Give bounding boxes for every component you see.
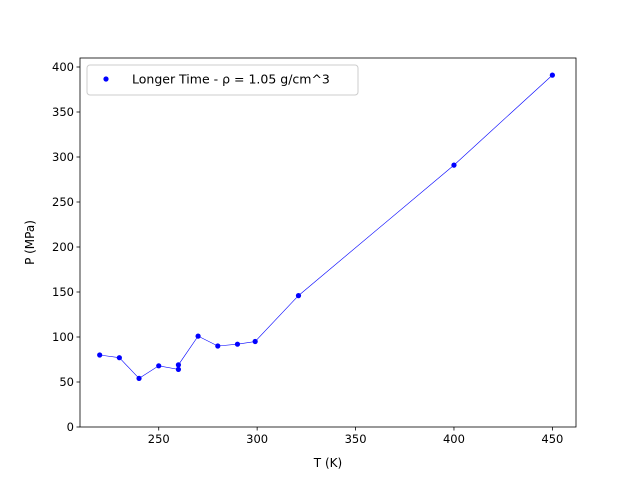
data-point	[175, 366, 182, 372]
x-tick-label: 400	[443, 432, 465, 446]
legend-label: Longer Time - ρ = 1.05 g/cm^3	[132, 72, 330, 87]
data-point	[156, 363, 162, 369]
legend: Longer Time - ρ = 1.05 g/cm^3	[86, 64, 359, 96]
x-tick-label: 350	[345, 432, 367, 446]
data-point	[252, 338, 258, 345]
x-axis-label: T (K)	[313, 456, 342, 470]
y-tick-label: 400	[52, 60, 74, 74]
legend-marker	[103, 76, 109, 82]
data-point	[295, 293, 302, 299]
x-tick-label: 300	[246, 432, 268, 446]
data-point	[97, 352, 103, 358]
data-point	[195, 333, 201, 339]
y-axis-ticks: 0 50 100 150 200 250 300 350 400	[52, 60, 80, 434]
y-tick-label: 50	[59, 375, 74, 389]
y-axis-label: P (MPa)	[23, 220, 37, 265]
axes-frame	[79, 57, 577, 428]
data-point	[175, 362, 182, 368]
y-tick-label: 0	[67, 420, 74, 434]
x-tick-label: 450	[541, 432, 563, 446]
y-tick-label: 350	[52, 105, 74, 119]
y-tick-label: 150	[52, 285, 74, 299]
data-point	[215, 343, 221, 349]
data-point	[116, 355, 122, 361]
legend-box	[86, 64, 359, 96]
series-points	[97, 72, 555, 381]
y-tick-label: 200	[52, 240, 74, 254]
data-point	[451, 162, 457, 168]
plot-area: 250 300 350 400 450 0 50 100 150 200 250 300 350 400	[52, 57, 577, 446]
y-tick-label: 300	[52, 150, 74, 164]
data-point	[136, 375, 142, 381]
y-tick-label: 100	[52, 330, 74, 344]
y-tick-label: 250	[52, 195, 74, 209]
data-point	[549, 72, 555, 78]
data-point	[234, 341, 241, 347]
x-axis-ticks: 250 300 350 400 450	[148, 427, 563, 446]
x-tick-label: 250	[148, 432, 170, 446]
